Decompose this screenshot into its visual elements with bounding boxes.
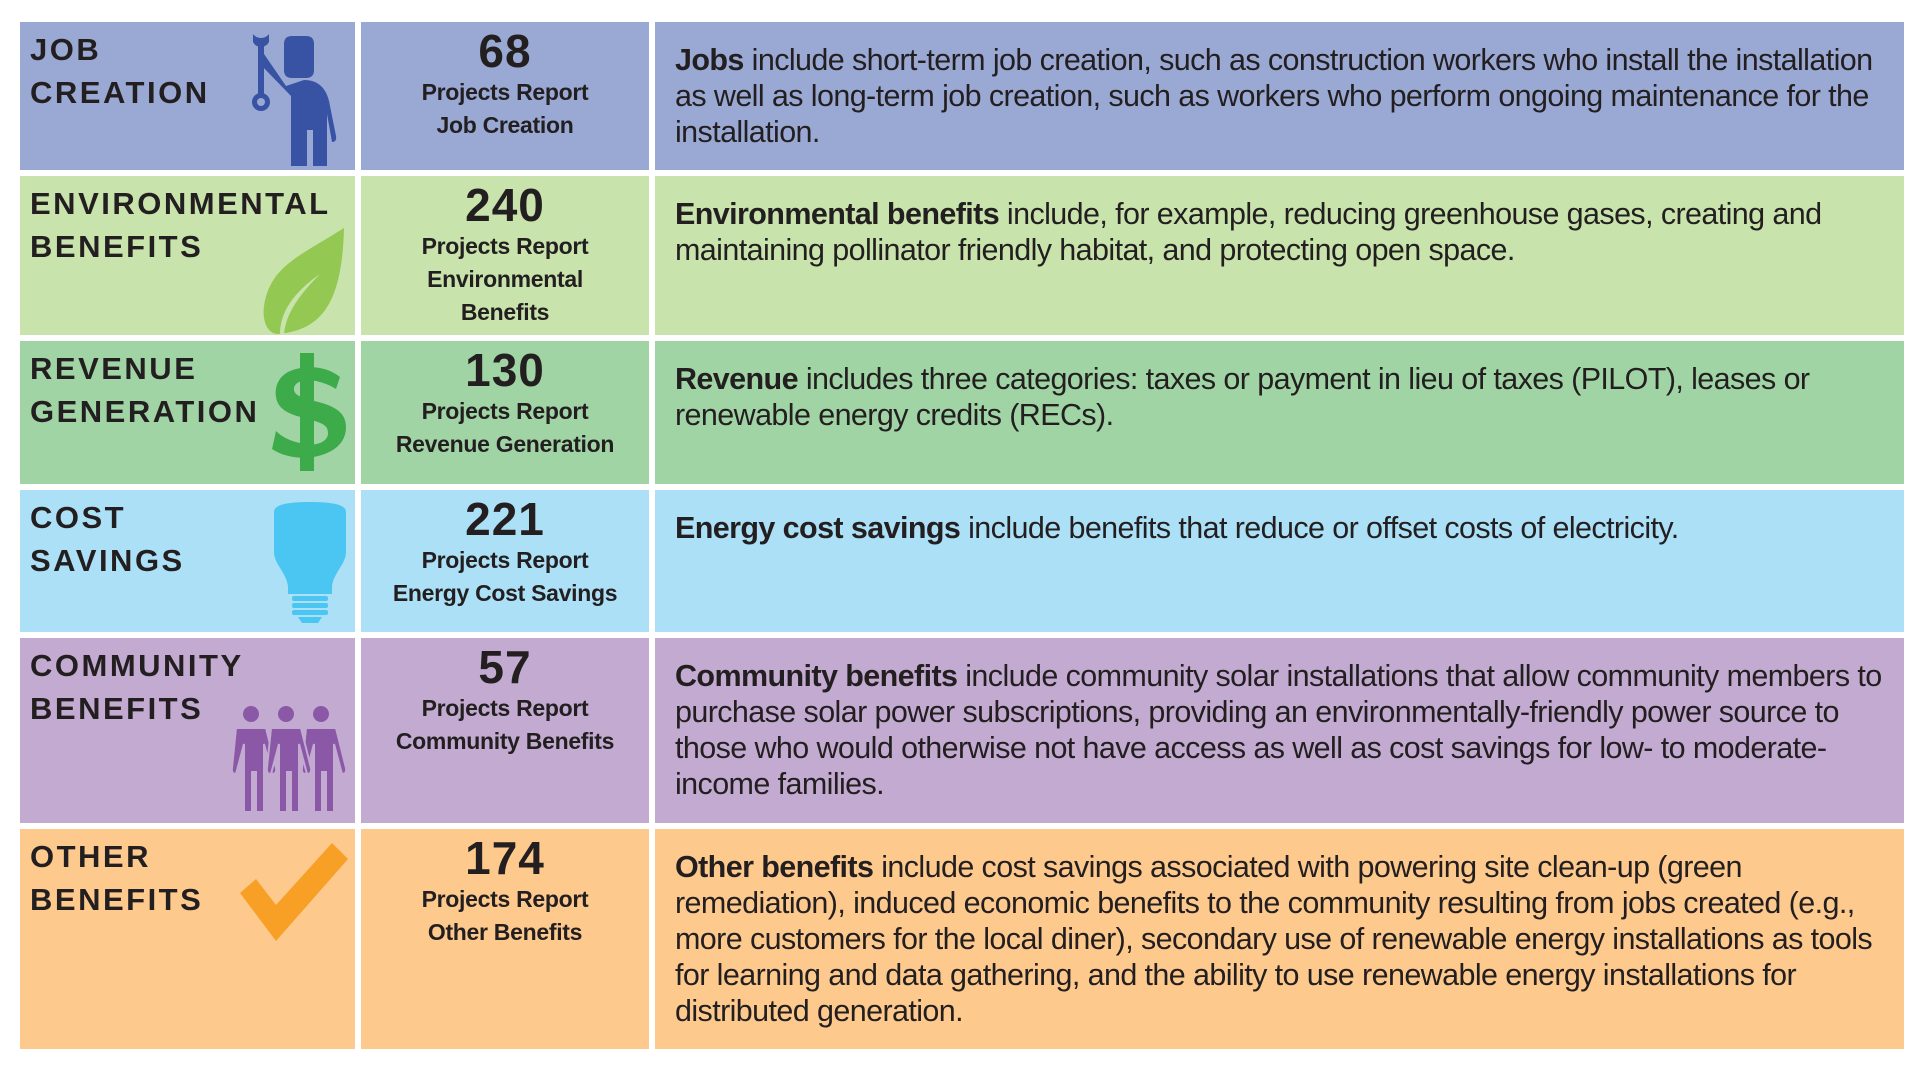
category-title-line: COST	[30, 500, 127, 535]
count-cell-cost-savings: 221 Projects Report Energy Cost Savings	[361, 490, 649, 632]
category-title-line: ENVIRONMENTAL	[30, 186, 331, 221]
project-count: 221	[465, 493, 545, 545]
description-body: include community solar installations th…	[675, 659, 1882, 801]
description-text: Other benefits include cost savings asso…	[675, 849, 1884, 1029]
description-bold-term: Jobs	[675, 43, 744, 77]
category-title: JOB CREATION	[30, 28, 345, 114]
project-count: 57	[478, 641, 532, 693]
category-title-line: JOB	[30, 32, 102, 67]
count-label-line: Projects Report	[421, 547, 589, 573]
description-cell-other-benefits: Other benefits include cost savings asso…	[655, 829, 1904, 1049]
project-count: 240	[465, 179, 545, 231]
description-body: include benefits that reduce or offset c…	[960, 511, 1679, 545]
description-body: includes three categories: taxes or paym…	[675, 362, 1810, 432]
category-cell-community-benefits: COMMUNITY BENEFITS	[20, 638, 355, 823]
category-cell-other-benefits: OTHER BENEFITS	[20, 829, 355, 1049]
count-cell-revenue-generation: 130 Projects Report Revenue Generation	[361, 341, 649, 484]
benefits-table: JOB CREATION 68 Projects Report Job Crea…	[20, 22, 1904, 1049]
description-cell-community-benefits: Community benefits include community sol…	[655, 638, 1904, 823]
description-text: Revenue includes three categories: taxes…	[675, 361, 1884, 433]
category-title: COST SAVINGS	[30, 496, 345, 582]
description-cell-cost-savings: Energy cost savings include benefits tha…	[655, 490, 1904, 632]
category-title-line: CREATION	[30, 75, 210, 110]
description-cell-revenue-generation: Revenue includes three categories: taxes…	[655, 341, 1904, 484]
project-count: 130	[465, 344, 545, 396]
count-label-line: Job Creation	[436, 112, 574, 138]
count-cell-other-benefits: 174 Projects Report Other Benefits	[361, 829, 649, 1049]
category-title-line: BENEFITS	[30, 882, 204, 917]
count-cell-community-benefits: 57 Projects Report Community Benefits	[361, 638, 649, 823]
group-of-people-icon	[230, 704, 348, 813]
count-label-line: Community Benefits	[395, 728, 615, 754]
category-title-line: COMMUNITY	[30, 648, 244, 683]
count-label-line: Benefits	[460, 299, 550, 325]
project-count: 174	[465, 832, 545, 884]
category-title-line: REVENUE	[30, 351, 198, 386]
category-title-line: BENEFITS	[30, 229, 204, 264]
category-title: ENVIRONMENTAL BENEFITS	[30, 182, 345, 268]
description-bold-term: Revenue	[675, 362, 799, 396]
description-bold-term: Energy cost savings	[675, 511, 961, 545]
count-label-line: Environmental	[427, 266, 583, 292]
count-label-line: Projects Report	[421, 886, 589, 912]
description-bold-term: Other benefits	[675, 850, 874, 884]
light-bulb-icon	[274, 502, 346, 623]
category-cell-environmental-benefits: ENVIRONMENTAL BENEFITS	[20, 176, 355, 335]
count-label-line: Energy Cost Savings	[392, 580, 618, 606]
category-title-line: SAVINGS	[30, 543, 185, 578]
category-title: REVENUE GENERATION	[30, 347, 345, 433]
description-body: include, for example, reducing greenhous…	[675, 197, 1822, 267]
category-title-line: BENEFITS	[30, 691, 204, 726]
count-label-line: Projects Report	[421, 398, 589, 424]
description-text: Environmental benefits include, for exam…	[675, 196, 1884, 268]
count-cell-environmental-benefits: 240 Projects Report Environmental Benefi…	[361, 176, 649, 335]
category-cell-revenue-generation: REVENUE GENERATION	[20, 341, 355, 484]
count-label-line: Projects Report	[421, 233, 589, 259]
category-title: OTHER BENEFITS	[30, 835, 345, 921]
count-label-line: Revenue Generation	[395, 431, 615, 457]
description-body: include cost savings associated with pow…	[675, 850, 1873, 1028]
description-body: include short-term job creation, such as…	[675, 43, 1873, 149]
description-cell-job-creation: Jobs include short-term job creation, su…	[655, 22, 1904, 170]
category-cell-job-creation: JOB CREATION	[20, 22, 355, 170]
description-cell-environmental-benefits: Environmental benefits include, for exam…	[655, 176, 1904, 335]
count-label-line: Projects Report	[421, 79, 589, 105]
category-title-line: OTHER	[30, 839, 151, 874]
category-title: COMMUNITY BENEFITS	[30, 644, 345, 730]
description-text: Jobs include short-term job creation, su…	[675, 42, 1884, 150]
count-label-line: Projects Report	[421, 695, 589, 721]
description-text: Community benefits include community sol…	[675, 658, 1884, 802]
project-count: 68	[478, 25, 532, 77]
description-bold-term: Community benefits	[675, 659, 958, 693]
dollar-sign-icon	[272, 353, 346, 471]
leaf-icon	[263, 228, 344, 334]
checkmark-icon	[240, 843, 348, 941]
count-label-line: Other Benefits	[427, 919, 583, 945]
count-cell-job-creation: 68 Projects Report Job Creation	[361, 22, 649, 170]
worker-with-wrench-icon	[252, 34, 337, 166]
description-bold-term: Environmental benefits	[675, 197, 1000, 231]
category-title-line: GENERATION	[30, 394, 260, 429]
description-text: Energy cost savings include benefits tha…	[675, 510, 1884, 546]
category-cell-cost-savings: COST SAVINGS	[20, 490, 355, 632]
